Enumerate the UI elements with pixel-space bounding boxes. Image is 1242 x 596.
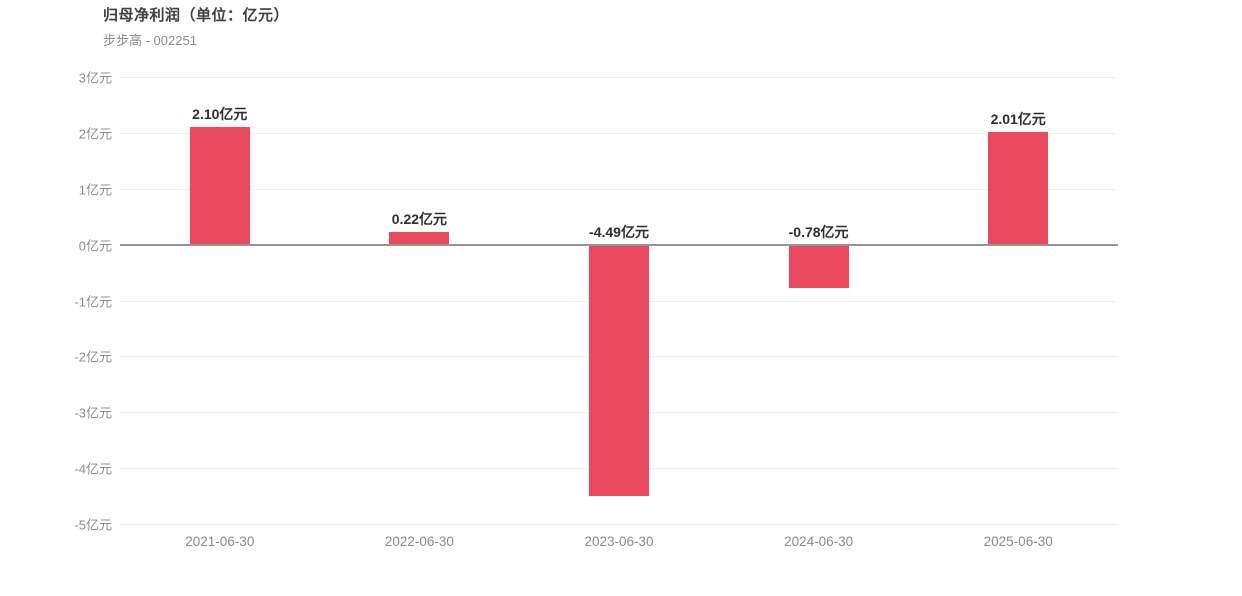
bar-value-label: 2.01亿元	[990, 111, 1046, 128]
x-axis-tick-label: 2025-06-30	[983, 534, 1053, 549]
bar-2025-06-30[interactable]	[988, 132, 1049, 245]
chart-subtitle: 步步高 - 002251	[103, 33, 197, 48]
y-axis-tick-label: 1亿元	[78, 182, 112, 198]
y-axis-tick-label: -4亿元	[74, 461, 112, 477]
bar-chart-plot-area: 3亿元 2亿元 1亿元 0亿元 -1亿元 -2亿元 -3亿元 -4亿元 -5亿元 2.10亿元 20…	[74, 71, 1118, 549]
bar-value-label: -0.78亿元	[788, 223, 849, 240]
y-axis-tick-label: -2亿元	[74, 349, 112, 365]
y-axis-tick-label: -3亿元	[74, 405, 112, 421]
gridline	[120, 188, 1118, 190]
bar-2023-06-30[interactable]	[589, 244, 649, 496]
y-axis-tick-label: -1亿元	[74, 294, 112, 309]
gridline	[120, 77, 1118, 78]
chart-title: 归母净利润（单位：亿元）	[103, 7, 290, 24]
zero-axis-line	[120, 243, 1118, 246]
y-axis-tick-label: 3亿元	[78, 70, 112, 86]
gridline	[120, 524, 1118, 525]
y-axis-tick-label: 0亿元	[78, 238, 112, 254]
x-axis-tick-label: 2023-06-30	[584, 534, 654, 549]
gridline	[120, 132, 1118, 134]
bar-2021-06-30[interactable]	[189, 127, 250, 245]
x-axis-tick-label: 2021-06-30	[185, 534, 255, 549]
bar-value-label: 0.22亿元	[391, 211, 448, 228]
bar-2024-06-30[interactable]	[788, 244, 849, 289]
bar-value-label: -4.49亿元	[589, 223, 649, 240]
bar-2022-06-30[interactable]	[389, 232, 450, 245]
bar-value-label: 2.10亿元	[192, 106, 248, 123]
x-axis-tick-label: 2024-06-30	[784, 534, 854, 549]
y-axis-tick-label: -5亿元	[74, 517, 112, 533]
y-axis-tick-label: 2亿元	[78, 126, 112, 142]
x-axis-tick-label: 2022-06-30	[384, 534, 454, 549]
